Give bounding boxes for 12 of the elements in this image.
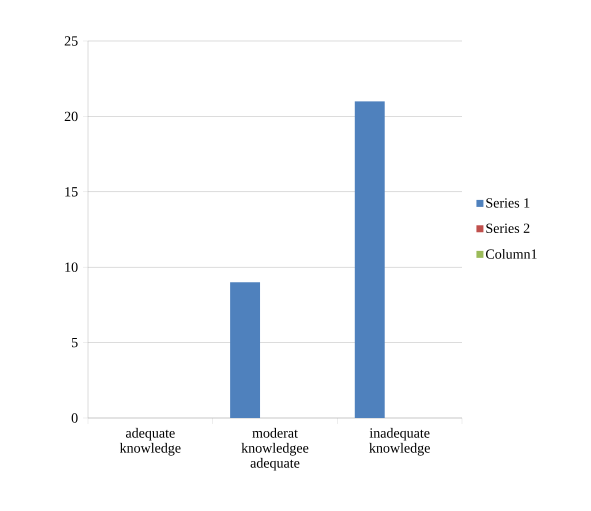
y-tick-label: 10 [65, 262, 78, 272]
y-tick-label: 0 [72, 413, 78, 423]
x-tick-label: moderat knowledgee adequate [241, 428, 308, 471]
y-tick-label: 20 [64, 112, 78, 122]
x-tick-label: inadequate knowledge [369, 428, 430, 456]
y-tick-label: 5 [72, 338, 78, 348]
x-tick-label: adequate knowledge [120, 428, 181, 456]
y-tick-label: 25 [64, 36, 78, 46]
y-tick-label: 15 [65, 187, 78, 196]
legend-label: Series 1 [486, 198, 530, 208]
legend-label: Series 2 [486, 224, 530, 233]
legend-label: Column1 [486, 248, 537, 259]
